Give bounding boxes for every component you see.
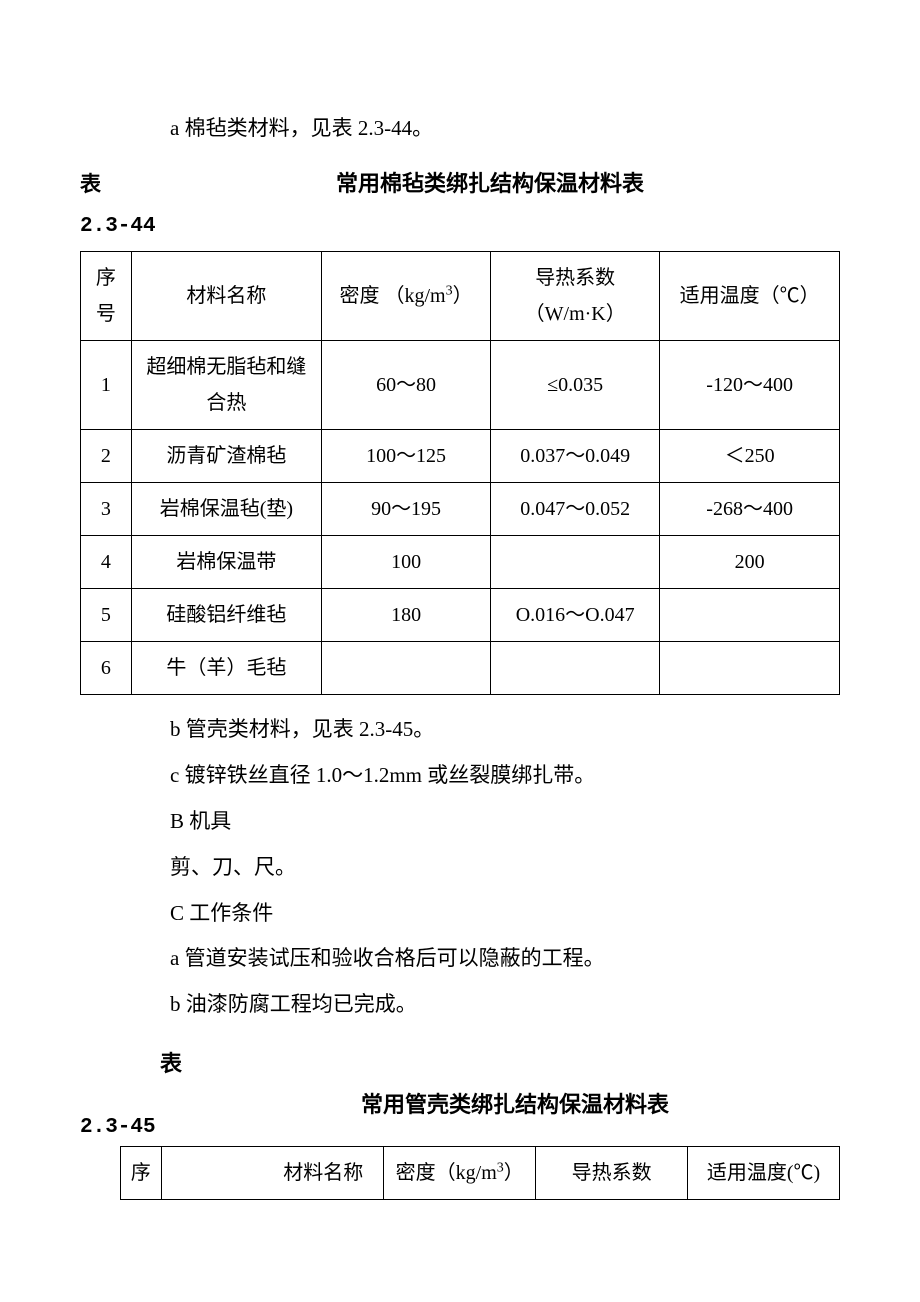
- cell-coef: [491, 536, 660, 589]
- cell-seq: 2: [81, 430, 132, 483]
- cell-seq: 1: [81, 341, 132, 430]
- cell-coef: ≤0.035: [491, 341, 660, 430]
- th-coef: 导热系数 （W/m·K）: [491, 252, 660, 341]
- cell-coef: 0.037～0.049: [491, 430, 660, 483]
- table-row: 5 硅酸铝纤维毡 180 O.016～O.047: [81, 589, 840, 642]
- cell-coef: 0.047～0.052: [491, 483, 660, 536]
- cell-seq: 6: [81, 642, 132, 695]
- cell-density: 60～80: [322, 341, 491, 430]
- cell-density: 100: [322, 536, 491, 589]
- density-sup: 3: [497, 1161, 504, 1176]
- cell-temp: -120～400: [660, 341, 840, 430]
- th-density: 密度 （kg/m3）: [322, 252, 491, 341]
- body-line: b 管壳类材料，见表 2.3-45。: [80, 711, 840, 749]
- table2-header: 序 材料名称 密度（kg/m3） 导热系数 适用温度(℃): [121, 1147, 840, 1200]
- cell-name: 岩棉保温带: [131, 536, 321, 589]
- coef-l2: （W/m·K）: [525, 303, 626, 325]
- cell-name: 岩棉保温毡(垫): [131, 483, 321, 536]
- table2-header-row: 表 2.3-45 常用管壳类绑扎结构保温材料表: [80, 1044, 840, 1146]
- cell-temp: 200: [660, 536, 840, 589]
- th-seq: 序: [121, 1147, 162, 1200]
- cell-density: 100～125: [322, 430, 491, 483]
- cell-temp: ＜250: [660, 430, 840, 483]
- table2: 序 材料名称 密度（kg/m3） 导热系数 适用温度(℃): [120, 1146, 840, 1200]
- th-name: 材料名称: [161, 1147, 384, 1200]
- body-line: a 管道安装试压和验收合格后可以隐蔽的工程。: [80, 940, 840, 978]
- table2-number: 2.3-45: [80, 1109, 190, 1147]
- table1-header-row: 表 常用棉毡类绑扎结构保温材料表: [80, 164, 840, 204]
- th-name: 材料名称: [131, 252, 321, 341]
- density-suffix: ）: [453, 285, 473, 307]
- cell-name: 沥青矿渣棉毡: [131, 430, 321, 483]
- cell-name: 超细棉无脂毡和缝合热: [131, 341, 321, 430]
- body-line: c 镀锌铁丝直径 1.0～1.2mm 或丝裂膜绑扎带。: [80, 757, 840, 795]
- th-temp: 适用温度(℃): [688, 1147, 840, 1200]
- th-coef: 导热系数: [536, 1147, 688, 1200]
- cell-seq: 5: [81, 589, 132, 642]
- table1-title: 常用棉毡类绑扎结构保温材料表: [140, 164, 840, 204]
- density-sup: 3: [446, 284, 453, 299]
- cell-coef: [491, 642, 660, 695]
- table2-title: 常用管壳类绑扎结构保温材料表: [190, 1065, 840, 1125]
- cell-name: 硅酸铝纤维毡: [131, 589, 321, 642]
- density-prefix: 密度（kg/m: [396, 1162, 497, 1184]
- table2-left-labels: 表 2.3-45: [80, 1044, 190, 1146]
- table-row: 6 牛（羊）毛毡: [81, 642, 840, 695]
- cell-temp: [660, 589, 840, 642]
- coef-l1: 导热系数: [535, 267, 615, 289]
- table-row: 1 超细棉无脂毡和缝合热 60～80 ≤0.035 -120～400: [81, 341, 840, 430]
- table-row: 4 岩棉保温带 100 200: [81, 536, 840, 589]
- cell-coef: O.016～O.047: [491, 589, 660, 642]
- cell-name: 牛（羊）毛毡: [131, 642, 321, 695]
- cell-temp: [660, 642, 840, 695]
- cell-density: [322, 642, 491, 695]
- density-prefix: 密度 （kg/m: [340, 285, 446, 307]
- table1-number: 2.3-44: [80, 208, 840, 246]
- th-density: 密度（kg/m3）: [384, 1147, 536, 1200]
- body-line: b 油漆防腐工程均已完成。: [80, 986, 840, 1024]
- body-line: C 工作条件: [80, 895, 840, 933]
- cell-seq: 4: [81, 536, 132, 589]
- table2-label: 表: [80, 1044, 190, 1084]
- table1-header: 序号 材料名称 密度 （kg/m3） 导热系数 （W/m·K） 适用温度（℃）: [81, 252, 840, 341]
- th-seq: 序号: [81, 252, 132, 341]
- cell-temp: -268～400: [660, 483, 840, 536]
- table1-label: 表: [80, 166, 140, 204]
- cell-seq: 3: [81, 483, 132, 536]
- table-row: 3 岩棉保温毡(垫) 90～195 0.047～0.052 -268～400: [81, 483, 840, 536]
- cell-density: 90～195: [322, 483, 491, 536]
- cell-density: 180: [322, 589, 491, 642]
- table1: 序号 材料名称 密度 （kg/m3） 导热系数（W/m·K） 适用温度（℃） 1…: [80, 251, 840, 695]
- density-suffix: ）: [504, 1162, 524, 1184]
- body-line: B 机具: [80, 803, 840, 841]
- body-line: 剪、刀、尺。: [80, 849, 840, 887]
- line-a: a 棉毡类材料，见表 2.3-44。: [80, 110, 840, 148]
- th-temp: 适用温度（℃）: [660, 252, 840, 341]
- table-row: 2 沥青矿渣棉毡 100～125 0.037～0.049 ＜250: [81, 430, 840, 483]
